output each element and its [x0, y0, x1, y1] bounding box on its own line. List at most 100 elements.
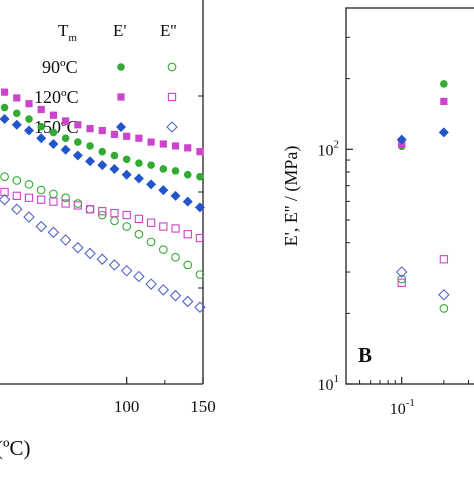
panel-a-legend: Tm E' E'' 90ºC 120ºC 150ºC — [34, 21, 178, 137]
data-point — [146, 237, 156, 247]
data-point — [72, 150, 83, 161]
data-point — [133, 270, 145, 283]
data-point — [169, 289, 182, 302]
data-point — [86, 125, 94, 133]
legend-row-120: 120ºC — [34, 87, 79, 107]
legend-marker-loss — [167, 62, 177, 72]
panel-b-data-points — [395, 80, 450, 313]
data-point — [159, 165, 168, 173]
data-point — [25, 115, 33, 123]
data-point — [159, 140, 167, 148]
panel-a-x-tick-label: 100 — [114, 397, 140, 416]
data-point — [84, 247, 96, 260]
data-point — [36, 185, 46, 195]
data-point — [37, 195, 46, 204]
data-point — [96, 253, 109, 265]
tick-base: 10 — [318, 377, 334, 394]
data-point — [85, 205, 95, 214]
data-point — [11, 119, 22, 130]
data-point — [171, 252, 180, 262]
data-point — [439, 304, 449, 313]
data-point — [0, 114, 10, 125]
panel-a-data-points — [0, 88, 206, 313]
series-150-storage — [0, 114, 205, 213]
panel-b-y-tick-label: 102 — [318, 138, 340, 159]
data-point — [74, 121, 82, 129]
data-point — [0, 172, 9, 181]
data-point — [121, 169, 132, 180]
data-point — [61, 134, 70, 143]
legend-row-90: 90ºC — [42, 57, 78, 77]
legend-marker-loss — [167, 92, 177, 102]
panel-b-x-tick-label: 10-1 — [390, 397, 415, 418]
data-point — [13, 94, 21, 102]
data-point — [439, 255, 449, 264]
data-point — [183, 260, 193, 270]
data-point — [145, 278, 157, 290]
data-point — [98, 147, 107, 156]
panel-a-x-tick-label: 150 — [190, 397, 216, 416]
data-point — [182, 196, 193, 207]
data-point — [184, 144, 192, 152]
series-90-loss — [0, 172, 205, 279]
panel-b-series — [397, 255, 449, 287]
tick-exponent: 2 — [334, 138, 340, 150]
data-point — [47, 226, 60, 239]
data-point — [86, 142, 94, 150]
data-point — [59, 234, 72, 246]
tick-base: 10 — [390, 401, 406, 418]
data-point — [122, 210, 131, 220]
data-point — [196, 172, 204, 181]
data-point — [0, 88, 9, 96]
data-point — [134, 214, 144, 224]
panel-b-tick-marks — [346, 36, 470, 385]
data-point — [396, 134, 407, 145]
data-point — [440, 97, 448, 105]
data-point — [36, 133, 47, 144]
series-150-loss — [0, 193, 206, 313]
data-point — [109, 163, 120, 174]
data-point — [0, 193, 11, 206]
data-point — [72, 241, 84, 254]
data-point — [110, 216, 119, 226]
data-point — [170, 190, 181, 201]
data-point — [61, 193, 70, 203]
data-point — [37, 105, 45, 114]
data-point — [37, 122, 46, 131]
data-point — [97, 160, 108, 171]
data-point — [122, 155, 131, 164]
data-point — [438, 288, 450, 301]
data-point — [24, 125, 34, 136]
data-point — [24, 179, 34, 189]
data-point — [133, 173, 144, 184]
data-point — [35, 220, 47, 233]
data-point — [49, 197, 58, 206]
data-point — [194, 301, 206, 313]
data-point — [395, 266, 408, 278]
data-point — [196, 148, 204, 156]
tick-exponent: -1 — [406, 397, 415, 409]
panel-b-y-axis-label: E', E'' / (MPa) — [281, 146, 302, 247]
data-point — [25, 100, 33, 108]
legend-header-loss: E'' — [160, 21, 177, 40]
data-point — [62, 117, 70, 125]
data-point — [12, 109, 21, 118]
data-point — [0, 187, 9, 197]
tick-base: 10 — [318, 142, 334, 159]
data-point — [157, 284, 170, 296]
data-point — [120, 264, 133, 277]
data-point — [171, 142, 180, 150]
data-point — [110, 151, 119, 160]
data-point — [181, 295, 194, 308]
legend-marker-storage — [116, 122, 126, 132]
legend-marker-storage — [117, 63, 125, 71]
data-point — [98, 207, 107, 216]
data-point — [135, 159, 143, 167]
panel-a-x-axis-label: (ºC) — [0, 436, 31, 460]
legend-header-group-text: T — [58, 21, 69, 40]
data-point — [397, 278, 406, 287]
data-point — [194, 202, 205, 213]
data-point — [24, 193, 34, 202]
data-point — [123, 132, 131, 140]
